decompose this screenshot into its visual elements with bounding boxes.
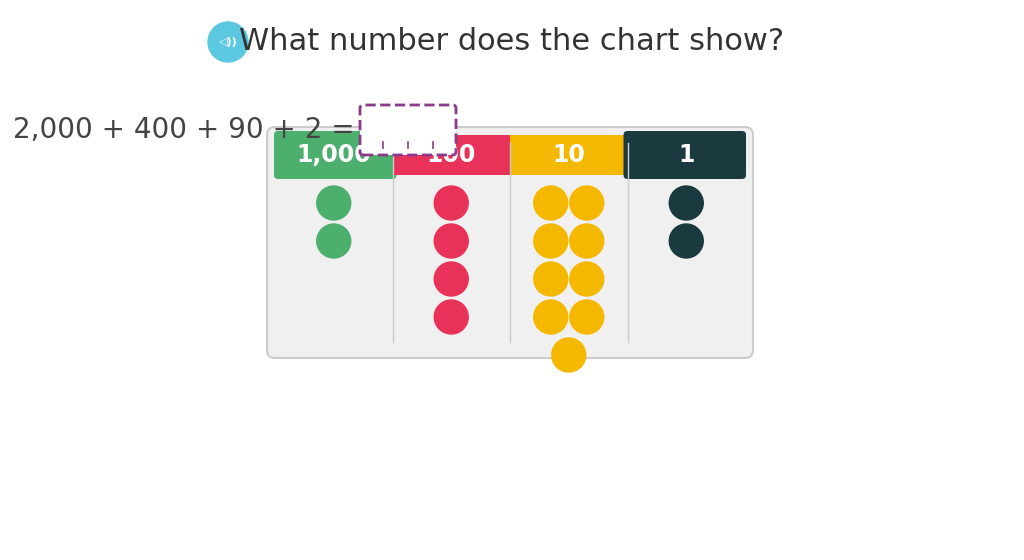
Ellipse shape <box>316 224 351 258</box>
Text: 2,000 + 400 + 90 + 2 =: 2,000 + 400 + 90 + 2 = <box>13 116 355 144</box>
FancyBboxPatch shape <box>392 135 510 175</box>
Text: 1: 1 <box>678 143 694 167</box>
FancyBboxPatch shape <box>624 131 746 179</box>
Text: 100: 100 <box>427 143 476 167</box>
Ellipse shape <box>534 300 567 334</box>
Ellipse shape <box>534 186 567 220</box>
Ellipse shape <box>569 300 604 334</box>
Ellipse shape <box>316 186 351 220</box>
Ellipse shape <box>670 186 703 220</box>
Ellipse shape <box>569 186 604 220</box>
Ellipse shape <box>534 224 567 258</box>
FancyBboxPatch shape <box>510 135 628 175</box>
Ellipse shape <box>569 262 604 296</box>
Ellipse shape <box>534 262 567 296</box>
FancyBboxPatch shape <box>274 131 396 179</box>
Ellipse shape <box>569 224 604 258</box>
Ellipse shape <box>208 22 248 62</box>
Ellipse shape <box>552 338 586 372</box>
FancyBboxPatch shape <box>267 127 753 358</box>
Text: ◁)): ◁)) <box>219 37 238 47</box>
Ellipse shape <box>434 262 468 296</box>
Ellipse shape <box>434 300 468 334</box>
Ellipse shape <box>670 224 703 258</box>
Text: What number does the chart show?: What number does the chart show? <box>240 27 784 57</box>
FancyBboxPatch shape <box>360 105 456 155</box>
Text: 1,000: 1,000 <box>296 143 371 167</box>
Text: 10: 10 <box>552 143 585 167</box>
Ellipse shape <box>434 186 468 220</box>
Ellipse shape <box>434 224 468 258</box>
